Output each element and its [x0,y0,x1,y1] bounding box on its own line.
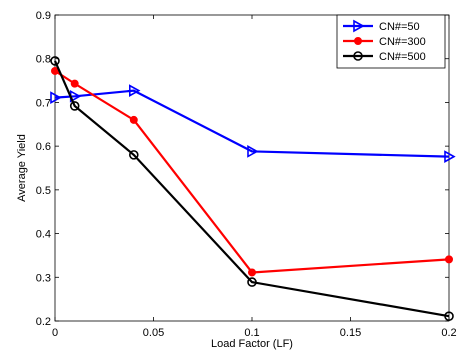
x-tick-label: 0.15 [340,327,361,339]
data-point [129,150,139,160]
legend: CN#=50 CN#=300 CN#=500 [336,14,446,69]
y-tick-label: 0.8 [36,54,51,66]
x-tick-label: 0.05 [143,327,164,339]
data-point [129,84,141,97]
legend-marker [354,37,362,45]
y-tick-label: 0.5 [36,185,51,197]
data-point [50,56,60,66]
x-tick-label: 0 [52,327,58,339]
data-point [50,91,62,104]
x-tick-label: 0.1 [244,327,259,339]
series-1 [50,84,456,163]
y-tick-label: 0.4 [36,229,51,241]
legend-marker [353,19,365,33]
data-point [247,277,257,287]
y-axis-label: Average Yield [16,134,28,202]
series-line [54,89,450,158]
data-point [444,150,456,163]
y-tick-label: 0.7 [36,97,51,109]
series-3 [50,56,454,321]
y-tick-label: 0.9 [36,10,51,22]
series-line [53,60,450,318]
series-2 [51,66,453,277]
y-tick-label: 0.3 [36,272,51,284]
legend-label: CN#=300 [379,36,426,48]
legend-label: CN#=50 [379,21,420,33]
data-point [445,255,453,264]
data-point [247,145,259,158]
legend-label: CN#=500 [379,51,426,63]
legend-marker [353,51,363,61]
x-axis: 0 0.05 0.1 0.15 0.2 [52,15,457,339]
data-point [248,268,256,277]
y-axis: 0.2 0.3 0.4 0.5 0.6 0.7 0.8 0.9 [36,10,449,328]
data-point [129,115,138,124]
x-tick-label: 0.2 [441,327,456,339]
y-tick-label: 0.6 [36,141,51,153]
data-point [70,79,79,88]
series-layer [50,56,456,321]
y-tick-label: 0.2 [36,316,51,328]
data-point [69,101,80,111]
data-point [444,311,454,321]
x-axis-label: Load Factor (LF) [211,338,293,350]
